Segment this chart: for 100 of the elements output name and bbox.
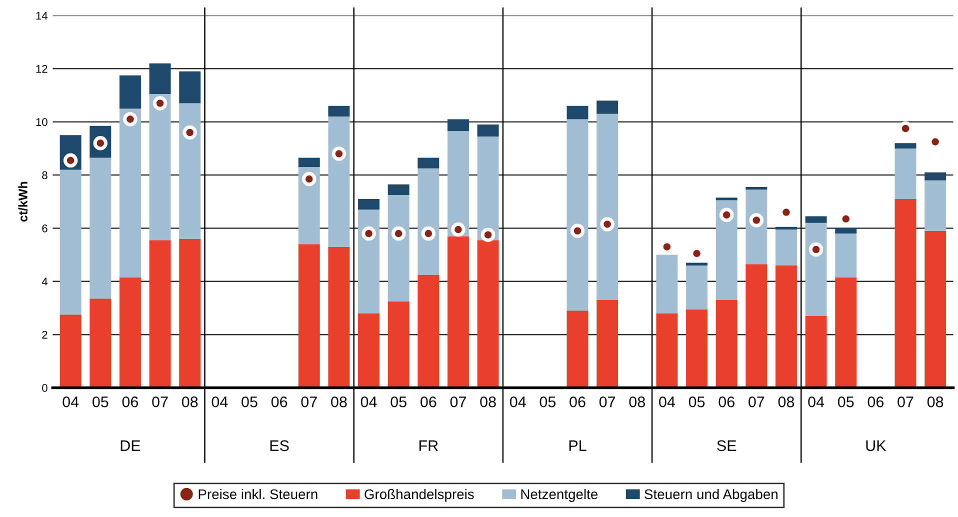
bar bbox=[775, 230, 797, 266]
x-tick-label: 07 bbox=[748, 396, 764, 408]
x-tick-label: 05 bbox=[242, 396, 258, 408]
bar bbox=[119, 108, 141, 278]
bar bbox=[716, 198, 738, 200]
text: ES bbox=[270, 440, 289, 452]
bar bbox=[716, 300, 738, 388]
text: PL bbox=[569, 440, 586, 451]
x-tick-label: 05 bbox=[92, 396, 108, 408]
text: DE bbox=[120, 440, 140, 451]
bar bbox=[447, 119, 469, 132]
bar bbox=[924, 230, 946, 388]
bar bbox=[149, 63, 171, 94]
x-tick-label: 07 bbox=[450, 396, 466, 408]
bar bbox=[596, 114, 618, 300]
point bbox=[302, 172, 316, 186]
x-tick-label: 04 bbox=[659, 396, 675, 408]
x-tick-label: 08 bbox=[331, 396, 347, 408]
x-tick-label: 08 bbox=[182, 396, 198, 408]
bar bbox=[298, 244, 320, 388]
point bbox=[152, 96, 168, 110]
x-tick-label: 05 bbox=[390, 396, 406, 408]
bar bbox=[328, 106, 350, 117]
bar bbox=[686, 265, 708, 310]
x-tick-label: 05 bbox=[540, 396, 556, 408]
y-tick-label: 0 bbox=[42, 384, 48, 392]
x-tick-label: 06 bbox=[868, 396, 884, 408]
y-tick-label: 12 bbox=[36, 64, 48, 73]
x-tick-label: 07 bbox=[301, 396, 317, 408]
bar bbox=[894, 143, 916, 148]
y-tick-label: 8 bbox=[42, 171, 48, 180]
y-axis-title: ct/kWh bbox=[18, 182, 28, 222]
y-tick-label: 4 bbox=[42, 278, 48, 286]
bar bbox=[894, 198, 916, 388]
x-tick-label: 06 bbox=[570, 396, 586, 408]
x-tick-label: 08 bbox=[927, 396, 944, 408]
bar bbox=[835, 277, 857, 388]
bar bbox=[716, 200, 738, 300]
point bbox=[719, 208, 734, 222]
point bbox=[749, 213, 764, 228]
bar bbox=[477, 124, 499, 136]
bar bbox=[60, 170, 82, 315]
legend-label: Netzentgelte bbox=[521, 488, 598, 502]
x-tick-label: 07 bbox=[898, 396, 914, 408]
bar bbox=[179, 71, 201, 104]
point bbox=[332, 146, 346, 161]
bar bbox=[179, 238, 201, 388]
bar bbox=[566, 119, 588, 311]
point bbox=[421, 226, 436, 241]
bar bbox=[686, 262, 708, 266]
bar bbox=[746, 264, 768, 388]
x-tick-label: 07 bbox=[599, 396, 616, 408]
x-tick-label: 08 bbox=[480, 396, 496, 408]
bar bbox=[328, 246, 350, 388]
bar bbox=[686, 309, 708, 388]
x-tick-label: 04 bbox=[212, 396, 228, 408]
bar bbox=[298, 158, 320, 168]
bar bbox=[179, 103, 201, 239]
bar bbox=[477, 136, 499, 240]
bar bbox=[119, 75, 141, 109]
point bbox=[182, 125, 197, 140]
y-tick-label: 2 bbox=[42, 330, 48, 339]
bar bbox=[656, 313, 678, 388]
bar bbox=[60, 314, 82, 388]
x-tick-label: 04 bbox=[360, 396, 377, 408]
bar bbox=[596, 300, 618, 388]
x-tick-label: 05 bbox=[838, 396, 854, 408]
point bbox=[480, 228, 496, 242]
x-tick-label: 04 bbox=[808, 396, 824, 408]
x-tick-label: 04 bbox=[510, 396, 526, 408]
point bbox=[391, 226, 406, 241]
bar bbox=[298, 167, 320, 244]
bar bbox=[566, 310, 588, 388]
bar bbox=[805, 316, 827, 388]
bar bbox=[566, 106, 588, 120]
bar bbox=[805, 216, 827, 223]
bar bbox=[418, 274, 440, 388]
x-tick-label: 06 bbox=[718, 396, 734, 408]
y-tick-label: 14 bbox=[36, 12, 48, 20]
point bbox=[451, 222, 466, 237]
bar bbox=[149, 94, 171, 240]
bar bbox=[358, 313, 380, 388]
legend-label: Großhandelspreis bbox=[364, 488, 474, 502]
legend-label: Steuern und Abgaben bbox=[644, 488, 778, 502]
text: FR bbox=[419, 440, 438, 451]
bar bbox=[149, 240, 171, 388]
point bbox=[600, 217, 614, 232]
x-tick-label: 08 bbox=[629, 396, 645, 408]
bar bbox=[388, 184, 410, 195]
point bbox=[808, 242, 824, 257]
bar bbox=[746, 190, 768, 264]
bar bbox=[90, 298, 112, 388]
bar bbox=[418, 168, 440, 275]
x-tick-label: 05 bbox=[688, 396, 705, 408]
text: SE bbox=[717, 440, 736, 452]
bar bbox=[656, 254, 678, 314]
bar bbox=[358, 198, 380, 210]
bar bbox=[805, 222, 827, 316]
bar bbox=[835, 234, 857, 278]
bar bbox=[358, 210, 380, 314]
